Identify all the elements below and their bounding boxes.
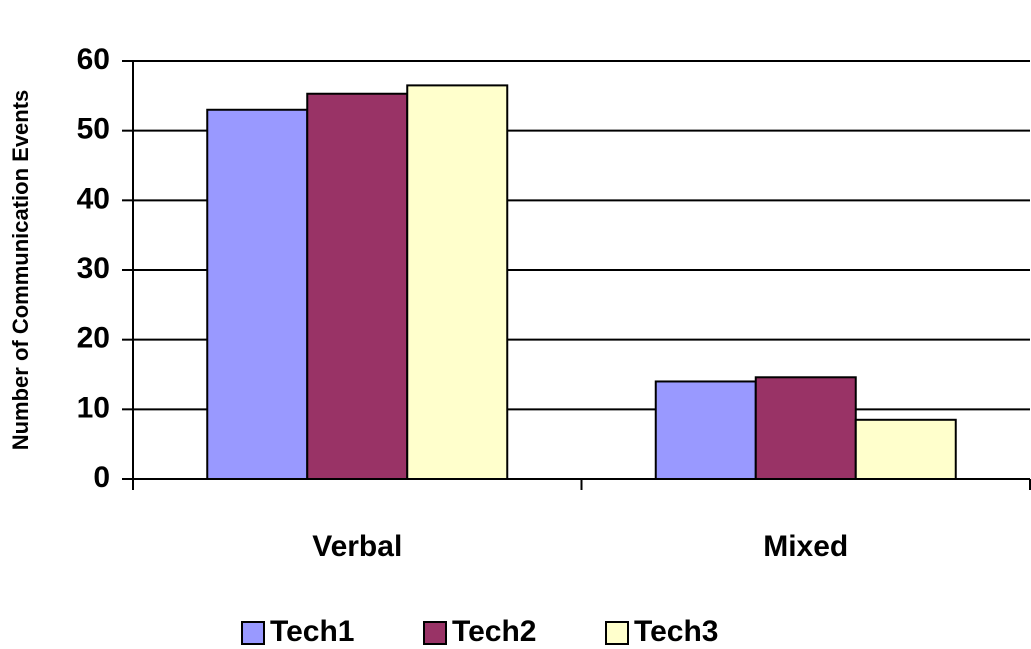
bar <box>654 380 757 481</box>
bar <box>406 84 509 480</box>
bar <box>206 108 309 481</box>
y-tick-label: 0 <box>93 461 110 494</box>
legend-label: Tech2 <box>452 615 536 648</box>
legend-label: Tech1 <box>270 615 354 648</box>
y-tick-label: 10 <box>77 391 110 424</box>
legend-swatch <box>423 621 447 645</box>
legend-swatch <box>605 621 629 645</box>
y-tick-label: 50 <box>77 113 110 146</box>
legend-label: Tech3 <box>634 615 718 648</box>
y-axis-label: Number of Communication Events <box>8 90 33 451</box>
x-tick-label: Mixed <box>763 530 848 563</box>
y-tick-label: 30 <box>77 252 110 285</box>
bar <box>854 418 957 480</box>
legend-swatch <box>241 621 265 645</box>
y-tick-label: 40 <box>77 182 110 215</box>
bar <box>754 376 857 480</box>
x-tick-label: Verbal <box>312 530 402 563</box>
y-tick-label: 60 <box>77 43 110 76</box>
bar <box>306 92 409 480</box>
y-tick-label: 20 <box>77 322 110 355</box>
